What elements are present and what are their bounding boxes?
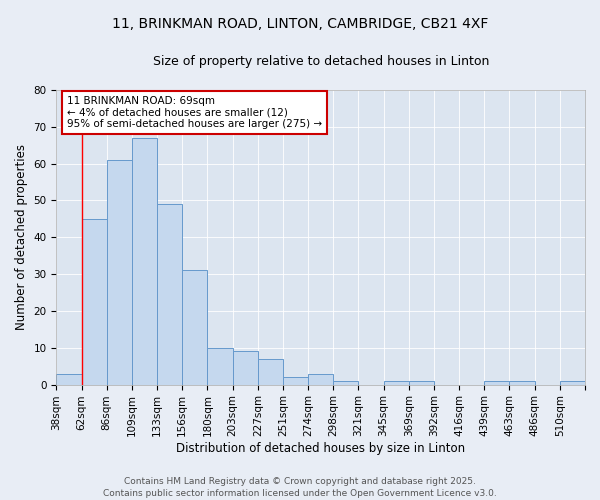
Bar	[157, 204, 182, 384]
Title: Size of property relative to detached houses in Linton: Size of property relative to detached ho…	[152, 55, 489, 68]
Bar	[107, 160, 132, 384]
Bar	[82, 219, 107, 384]
Text: Contains HM Land Registry data © Crown copyright and database right 2025.
Contai: Contains HM Land Registry data © Crown c…	[103, 476, 497, 498]
Text: 11 BRINKMAN ROAD: 69sqm
← 4% of detached houses are smaller (12)
95% of semi-det: 11 BRINKMAN ROAD: 69sqm ← 4% of detached…	[67, 96, 322, 129]
Y-axis label: Number of detached properties: Number of detached properties	[15, 144, 28, 330]
Bar	[56, 374, 82, 384]
Bar	[283, 377, 308, 384]
Bar	[560, 381, 585, 384]
X-axis label: Distribution of detached houses by size in Linton: Distribution of detached houses by size …	[176, 442, 465, 455]
Bar	[509, 381, 535, 384]
Bar	[484, 381, 509, 384]
Bar	[233, 352, 258, 384]
Bar	[409, 381, 434, 384]
Text: 11, BRINKMAN ROAD, LINTON, CAMBRIDGE, CB21 4XF: 11, BRINKMAN ROAD, LINTON, CAMBRIDGE, CB…	[112, 18, 488, 32]
Bar	[383, 381, 409, 384]
Bar	[182, 270, 208, 384]
Bar	[258, 359, 283, 384]
Bar	[333, 381, 358, 384]
Bar	[308, 374, 333, 384]
Bar	[132, 138, 157, 384]
Bar	[208, 348, 233, 385]
